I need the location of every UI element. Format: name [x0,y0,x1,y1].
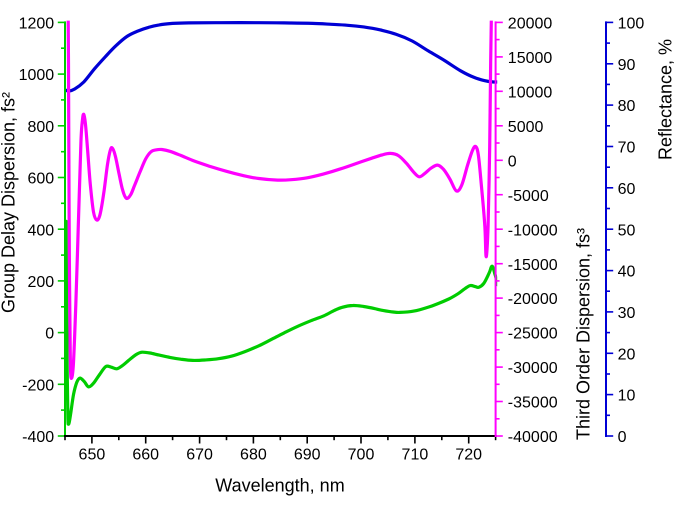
svg-text:30: 30 [618,305,636,322]
svg-text:-30000: -30000 [508,360,558,377]
svg-text:-20000: -20000 [508,291,558,308]
svg-text:-40000: -40000 [508,429,558,446]
svg-text:-15000: -15000 [508,257,558,274]
svg-text:0: 0 [508,153,517,170]
svg-text:0: 0 [618,429,627,446]
svg-text:600: 600 [27,171,54,188]
svg-text:1000: 1000 [19,67,55,84]
svg-text:700: 700 [348,447,375,464]
svg-text:Reflectance, %: Reflectance, % [656,39,676,160]
svg-text:-400: -400 [22,429,54,446]
svg-text:660: 660 [132,447,159,464]
svg-text:-10000: -10000 [508,222,558,239]
svg-text:Third Order Dispersion, fs³: Third Order Dispersion, fs³ [574,228,594,440]
svg-text:60: 60 [618,181,636,198]
svg-text:710: 710 [402,447,429,464]
svg-text:Wavelength, nm: Wavelength, nm [215,476,344,496]
svg-text:400: 400 [27,222,54,239]
svg-text:Group Delay Dispersion, fs²: Group Delay Dispersion, fs² [0,92,19,313]
svg-text:-200: -200 [22,377,54,394]
svg-text:800: 800 [27,119,54,136]
svg-text:200: 200 [27,274,54,291]
svg-text:1200: 1200 [19,16,55,33]
svg-text:90: 90 [618,57,636,74]
svg-text:10: 10 [618,388,636,405]
svg-text:690: 690 [294,447,321,464]
svg-text:20000: 20000 [508,16,553,33]
svg-text:5000: 5000 [508,119,544,136]
svg-text:680: 680 [240,447,267,464]
svg-text:-35000: -35000 [508,395,558,412]
svg-text:10000: 10000 [508,84,553,101]
svg-text:720: 720 [455,447,482,464]
svg-text:100: 100 [618,16,645,33]
svg-text:0: 0 [45,326,54,343]
svg-text:670: 670 [186,447,213,464]
svg-text:80: 80 [618,98,636,115]
svg-text:70: 70 [618,140,636,157]
svg-text:40: 40 [618,264,636,281]
svg-text:20: 20 [618,346,636,363]
svg-text:650: 650 [79,447,106,464]
svg-text:15000: 15000 [508,50,553,67]
svg-text:-25000: -25000 [508,326,558,343]
svg-text:50: 50 [618,222,636,239]
svg-text:-5000: -5000 [508,188,549,205]
